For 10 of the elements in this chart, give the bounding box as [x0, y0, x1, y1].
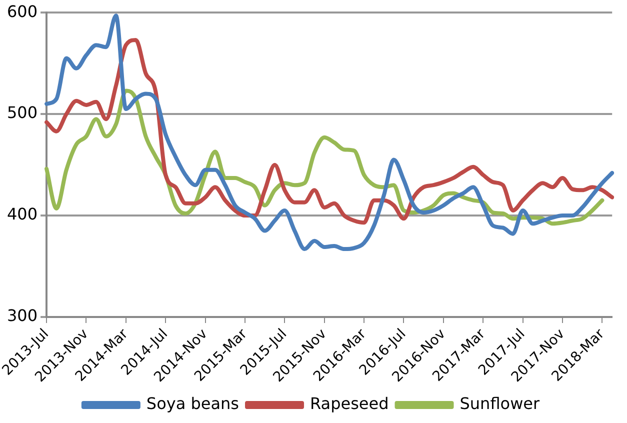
line-series: [44, 14, 614, 252]
y-tick-label: 600: [6, 2, 38, 21]
y-tick-label: 300: [6, 306, 38, 326]
legend-label: Rapeseed: [310, 394, 389, 414]
line-series: [44, 88, 604, 226]
y-tick-label: 400: [6, 204, 38, 224]
legend-label: Soya beans: [146, 394, 240, 414]
line-series: [44, 38, 614, 225]
y-tick-label: 500: [6, 103, 38, 122]
legend-label: Sunflower: [460, 394, 540, 414]
